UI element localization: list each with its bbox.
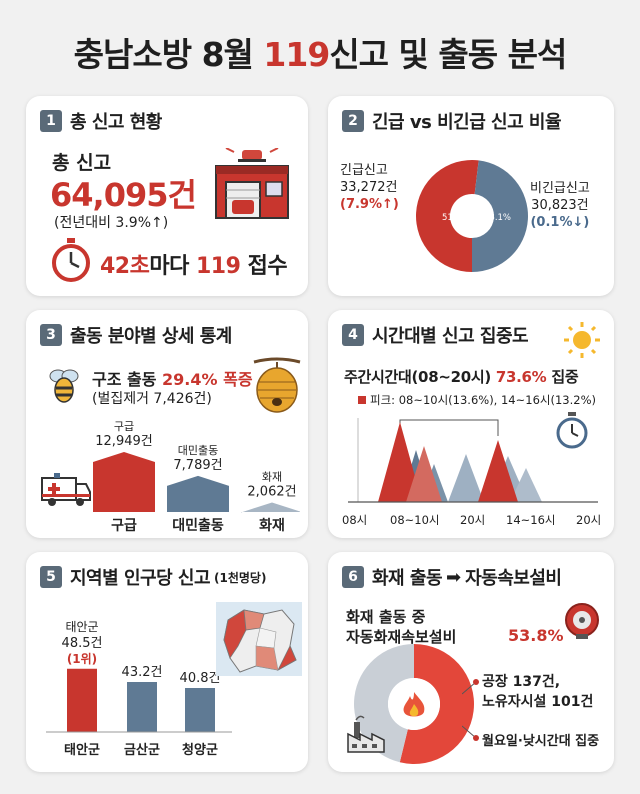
axis-label: 20시 bbox=[576, 513, 602, 527]
dispatch-bar bbox=[93, 452, 155, 512]
rescue-sub: (벌집제거 7,426건) bbox=[92, 391, 212, 407]
card-number: 2 bbox=[342, 110, 364, 132]
arrow-right-icon: ➡ bbox=[446, 566, 462, 588]
stopwatch-icon bbox=[556, 412, 588, 449]
daytime-headline: 주간시간대(08~20시) 73.6% 집중 bbox=[344, 368, 579, 386]
card-title: 지역별 인구당 신고 bbox=[70, 568, 211, 589]
non-emergency-label: 비긴급신고 bbox=[530, 181, 590, 196]
non-emergency-slice bbox=[472, 160, 529, 272]
bar-count-label: 12,949건 bbox=[95, 434, 152, 449]
card-title: 출동 분야별 상세 통계 bbox=[70, 326, 232, 347]
region-top-label: 태안군 bbox=[65, 620, 98, 634]
peak-note: 피크: 08~10시(13.6%), 14~16시(13.2%) bbox=[358, 392, 596, 408]
flame-icon bbox=[403, 692, 425, 717]
emergency-legend: 긴급신고 33,272건 (7.9%↑) bbox=[340, 162, 399, 213]
card-total-reports: 1 총 신고 현황 총 신고 64,095건 (전년대비 3.9%↑) 42초마다… bbox=[26, 96, 308, 296]
fire-alarm-bell-icon bbox=[565, 603, 599, 639]
region-bar bbox=[127, 682, 157, 732]
region-name-label: 태안군 bbox=[64, 742, 100, 758]
alarm-slice bbox=[399, 644, 474, 764]
alarm-line-1: 화재 출동 중 bbox=[346, 608, 426, 626]
note-welfare: 노유자시설 101건 bbox=[482, 694, 594, 710]
region-value-label: 40.8건 bbox=[180, 671, 221, 686]
sun-icon bbox=[564, 322, 600, 358]
dispatch-bar bbox=[167, 475, 229, 512]
time-axis-labels: 08시 08~10시 20시 14~16시 20시 bbox=[328, 512, 614, 528]
map-icon bbox=[216, 602, 302, 676]
card-region-per-capita: 5 지역별 인구당 신고 (1천명당) (1위) 48.5건 태안군 태안군 43.2건 금산… bbox=[26, 552, 308, 772]
total-value: 64,095건 bbox=[50, 176, 197, 214]
non-emergency-pct-label: 48.1% bbox=[484, 213, 511, 223]
page-title: 충남소방 8월 119신고 및 출동 분석 bbox=[73, 35, 568, 74]
alarm-note-1: 공장 137건, 노유자시설 101건 bbox=[482, 672, 593, 712]
card-title-post: 자동속보설비 bbox=[465, 568, 562, 589]
card-number: 4 bbox=[342, 324, 364, 346]
card-time-distribution: 4 시간대별 신고 집중도 주간시간대(08~20시) 73.6% 집중 피크: … bbox=[328, 310, 614, 538]
region-value-label: 48.5건 bbox=[62, 636, 103, 651]
card-number: 6 bbox=[342, 566, 364, 588]
total-label: 총 신고 bbox=[52, 152, 112, 174]
region-bar bbox=[185, 688, 215, 732]
stopwatch-icon bbox=[52, 238, 90, 282]
alarm-line-2: 자동화재속보설비 bbox=[346, 628, 457, 646]
emergency-slice bbox=[416, 160, 479, 272]
bar-top-label: 화재 bbox=[262, 470, 282, 483]
non-emergency-change: (0.1%↓) bbox=[530, 215, 590, 230]
emergency-pct-label: 51.9% bbox=[442, 213, 469, 223]
card-emergency-ratio: 2 긴급 vs 비긴급 신고 비율 51.9% 48.1% 긴급신고 33,272건… bbox=[328, 96, 614, 296]
card-title-pre: 화재 출동 bbox=[372, 568, 443, 589]
card-title: 총 신고 현황 bbox=[70, 112, 162, 133]
beehive-icon bbox=[253, 357, 301, 413]
emergency-label: 긴급신고 bbox=[340, 163, 388, 178]
bar-category-label: 화재 bbox=[259, 518, 285, 534]
card-fire-auto-alarm: 6 화재 출동 ➡ 자동속보설비 화재 출동 중 자동화재속보설비 53.8% 공장… bbox=[328, 552, 614, 772]
bar-count-label: 2,062건 bbox=[247, 484, 296, 499]
region-bar bbox=[67, 668, 97, 732]
bee-icon bbox=[49, 369, 79, 403]
emergency-count: 33,272건 bbox=[340, 180, 398, 195]
axis-label: 08~10시 bbox=[390, 513, 440, 527]
card-number: 3 bbox=[40, 324, 62, 346]
note-factory: 공장 137건, bbox=[482, 674, 561, 690]
card-title: 시간대별 신고 집중도 bbox=[372, 326, 529, 347]
rescue-headline: 구조 출동 29.4% 폭증 bbox=[92, 370, 253, 389]
dispatch-bar bbox=[241, 502, 300, 513]
card-title-unit: (1천명당) bbox=[214, 570, 267, 585]
bar-category-label: 구급 bbox=[111, 518, 137, 534]
region-value-label: 43.2건 bbox=[122, 665, 163, 680]
factory-icon bbox=[347, 715, 385, 753]
alarm-pct: 53.8% bbox=[508, 626, 564, 645]
bar-top-label: 대민출동 bbox=[178, 444, 218, 457]
fire-station-icon bbox=[215, 148, 289, 219]
report-interval: 42초마다 119 접수 bbox=[100, 254, 288, 279]
card-dispatch-stats: 3 출동 분야별 상세 통계 구조 출동 29.4% 폭증 (벌집제거 7,426… bbox=[26, 310, 308, 538]
time-peak-chart bbox=[348, 418, 598, 503]
non-emergency-count: 30,823건 bbox=[531, 198, 589, 213]
region-name-label: 청양군 bbox=[182, 742, 218, 758]
axis-label: 08시 bbox=[342, 513, 368, 527]
region-name-label: 금산군 bbox=[124, 742, 160, 758]
yoy-change: (전년대비 3.9%↑) bbox=[54, 215, 169, 231]
axis-label: 14~16시 bbox=[506, 513, 556, 527]
bar-top-label: 구급 bbox=[114, 420, 134, 433]
bar-count-label: 7,789건 bbox=[173, 458, 222, 473]
alarm-note-2: 월요일·낮시간대 집중 bbox=[482, 734, 600, 749]
bar-category-label: 대민출동 bbox=[172, 517, 224, 534]
card-number: 5 bbox=[40, 566, 62, 588]
other-slice bbox=[353, 644, 414, 763]
callout-lines bbox=[462, 679, 479, 741]
card-title: 긴급 vs 비긴급 신고 비율 bbox=[372, 112, 562, 133]
emergency-change: (7.9%↑) bbox=[340, 197, 399, 212]
non-emergency-legend: 비긴급신고 30,823건 (0.1%↓) bbox=[530, 180, 590, 231]
peak-marker-icon bbox=[358, 396, 366, 404]
emergency-donut-chart: 51.9% 48.1% bbox=[416, 160, 529, 272]
region-rank-label: (1위) bbox=[67, 652, 97, 666]
ambulance-icon bbox=[41, 473, 91, 506]
axis-label: 20시 bbox=[460, 513, 486, 527]
card-number: 1 bbox=[40, 110, 62, 132]
